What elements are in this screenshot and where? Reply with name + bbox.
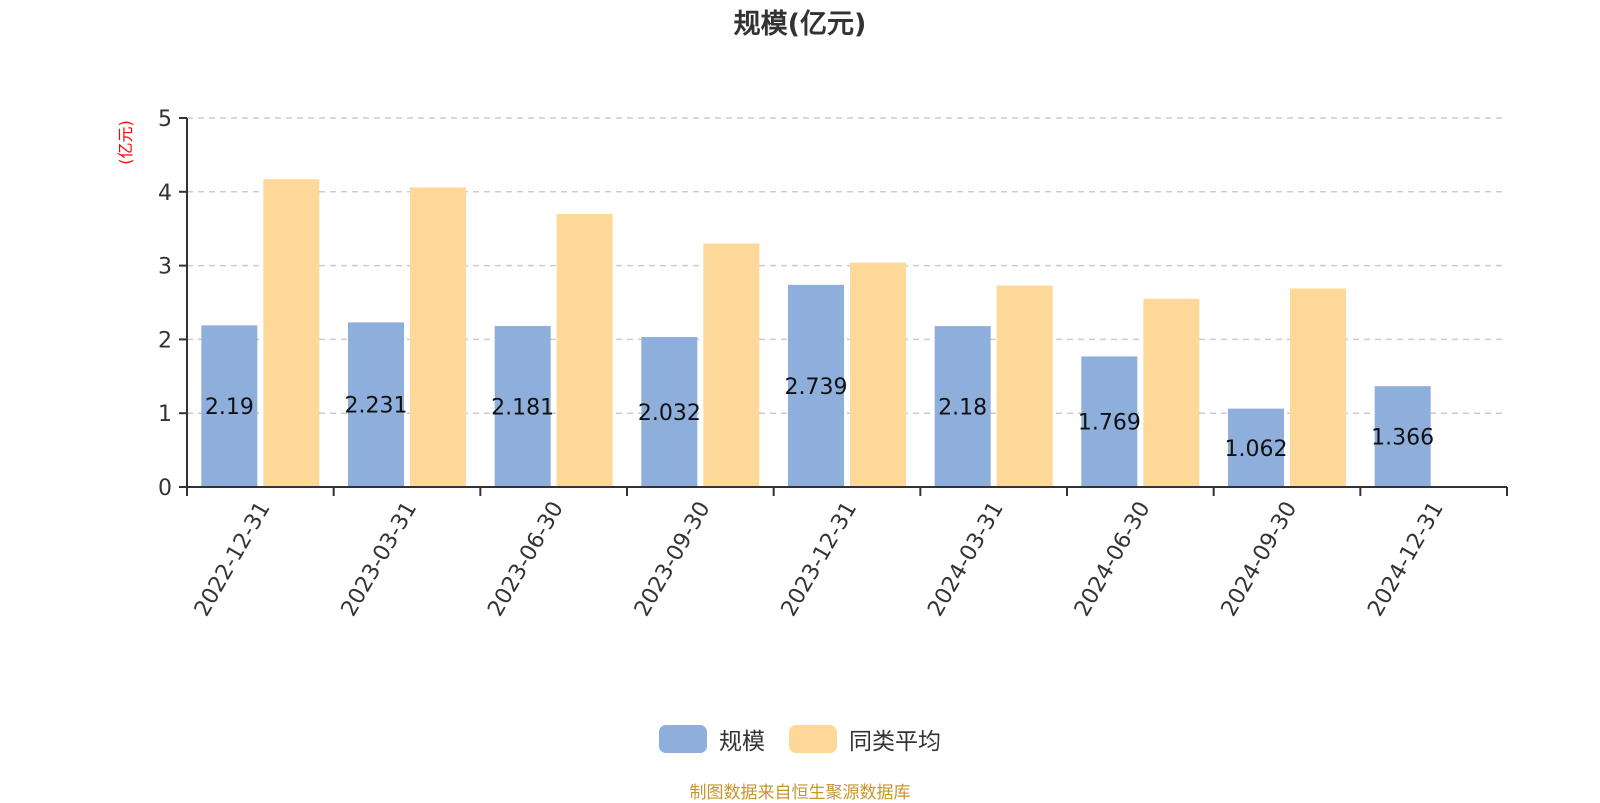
x-tick-label: 2023-03-31 [337, 498, 423, 621]
data-label: 1.366 [1371, 426, 1434, 451]
bar-peer-average [997, 286, 1053, 487]
x-tick-label: 2022-12-31 [190, 498, 276, 621]
data-label: 1.769 [1078, 411, 1141, 436]
bar-peer-average [410, 187, 466, 487]
data-label: 1.062 [1225, 437, 1288, 462]
x-tick-label: 2023-06-30 [483, 498, 569, 621]
legend-swatch-scale [659, 725, 707, 753]
y-tick-label: 2 [158, 328, 172, 353]
legend-item-scale[interactable]: 规模 [659, 722, 765, 756]
legend-item-peer-average[interactable]: 同类平均 [789, 722, 941, 756]
bar-peer-average [1290, 288, 1346, 487]
data-label: 2.18 [938, 396, 987, 421]
data-label: 2.032 [638, 401, 701, 426]
legend-label-peer-average: 同类平均 [849, 722, 941, 756]
data-label: 2.739 [785, 375, 848, 400]
y-axis-label: (亿元) [116, 120, 135, 165]
y-tick-label: 1 [158, 402, 172, 427]
x-tick-label: 2024-12-31 [1363, 498, 1449, 621]
source-note: 制图数据来自恒生聚源数据库 [0, 778, 1600, 803]
bar-peer-average [703, 243, 759, 487]
bar-peer-average [1143, 299, 1199, 487]
x-tick-label: 2024-03-31 [923, 498, 1009, 621]
legend-label-scale: 规模 [719, 722, 765, 756]
y-tick-label: 3 [158, 255, 172, 280]
bar-peer-average [850, 263, 906, 487]
bar-peer-average [557, 214, 613, 487]
legend-swatch-peer-average [789, 725, 837, 753]
bar-peer-average [263, 179, 319, 487]
y-tick-label: 5 [158, 107, 172, 132]
y-tick-label: 4 [158, 181, 172, 206]
data-label: 2.181 [491, 396, 554, 421]
legend: 规模 同类平均 [0, 722, 1600, 756]
data-label: 2.231 [345, 394, 408, 419]
y-tick-label: 0 [158, 476, 172, 501]
x-tick-label: 2024-09-30 [1217, 498, 1303, 621]
x-tick-label: 2024-06-30 [1070, 498, 1156, 621]
data-label: 2.19 [205, 395, 254, 420]
x-tick-label: 2023-12-31 [777, 498, 863, 621]
x-tick-label: 2023-09-30 [630, 498, 716, 621]
